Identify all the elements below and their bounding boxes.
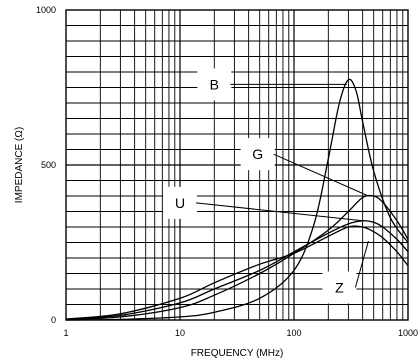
tick-labels: 1 10 100 1000 0 500 1000 (36, 5, 418, 338)
y-tick-label: 500 (41, 160, 56, 170)
label-bg-g (240, 138, 275, 171)
x-tick-label: 10 (175, 328, 185, 338)
series-label-g: G (252, 146, 263, 162)
curves (65, 78, 409, 321)
series-line-b (65, 78, 409, 321)
leader-line-z (354, 240, 369, 288)
y-tick-label: 1000 (36, 5, 56, 15)
plot-border (65, 9, 409, 321)
x-axis-title: FREQUENCY (MHz) (191, 348, 284, 359)
label-bg-z (322, 271, 357, 304)
leader-line-u (195, 202, 363, 222)
curve-labels: B G U Z (163, 68, 369, 304)
label-bg-b (197, 68, 232, 101)
y-tick-label: 0 (51, 315, 56, 325)
series-line-u (65, 220, 409, 321)
series-label-b: B (210, 76, 219, 92)
series-label-z: Z (335, 279, 344, 295)
label-bg-u (163, 186, 197, 219)
leader-line-g (273, 153, 369, 197)
series-line-z (65, 225, 409, 320)
x-tick-label: 100 (286, 328, 301, 338)
series-label-u: U (175, 195, 185, 211)
y-axis-title: IMPEDANCE (Ω) (14, 127, 25, 203)
series-line-g (65, 194, 409, 321)
x-tick-label: 1000 (398, 328, 418, 338)
x-tick-label: 1 (63, 328, 68, 338)
